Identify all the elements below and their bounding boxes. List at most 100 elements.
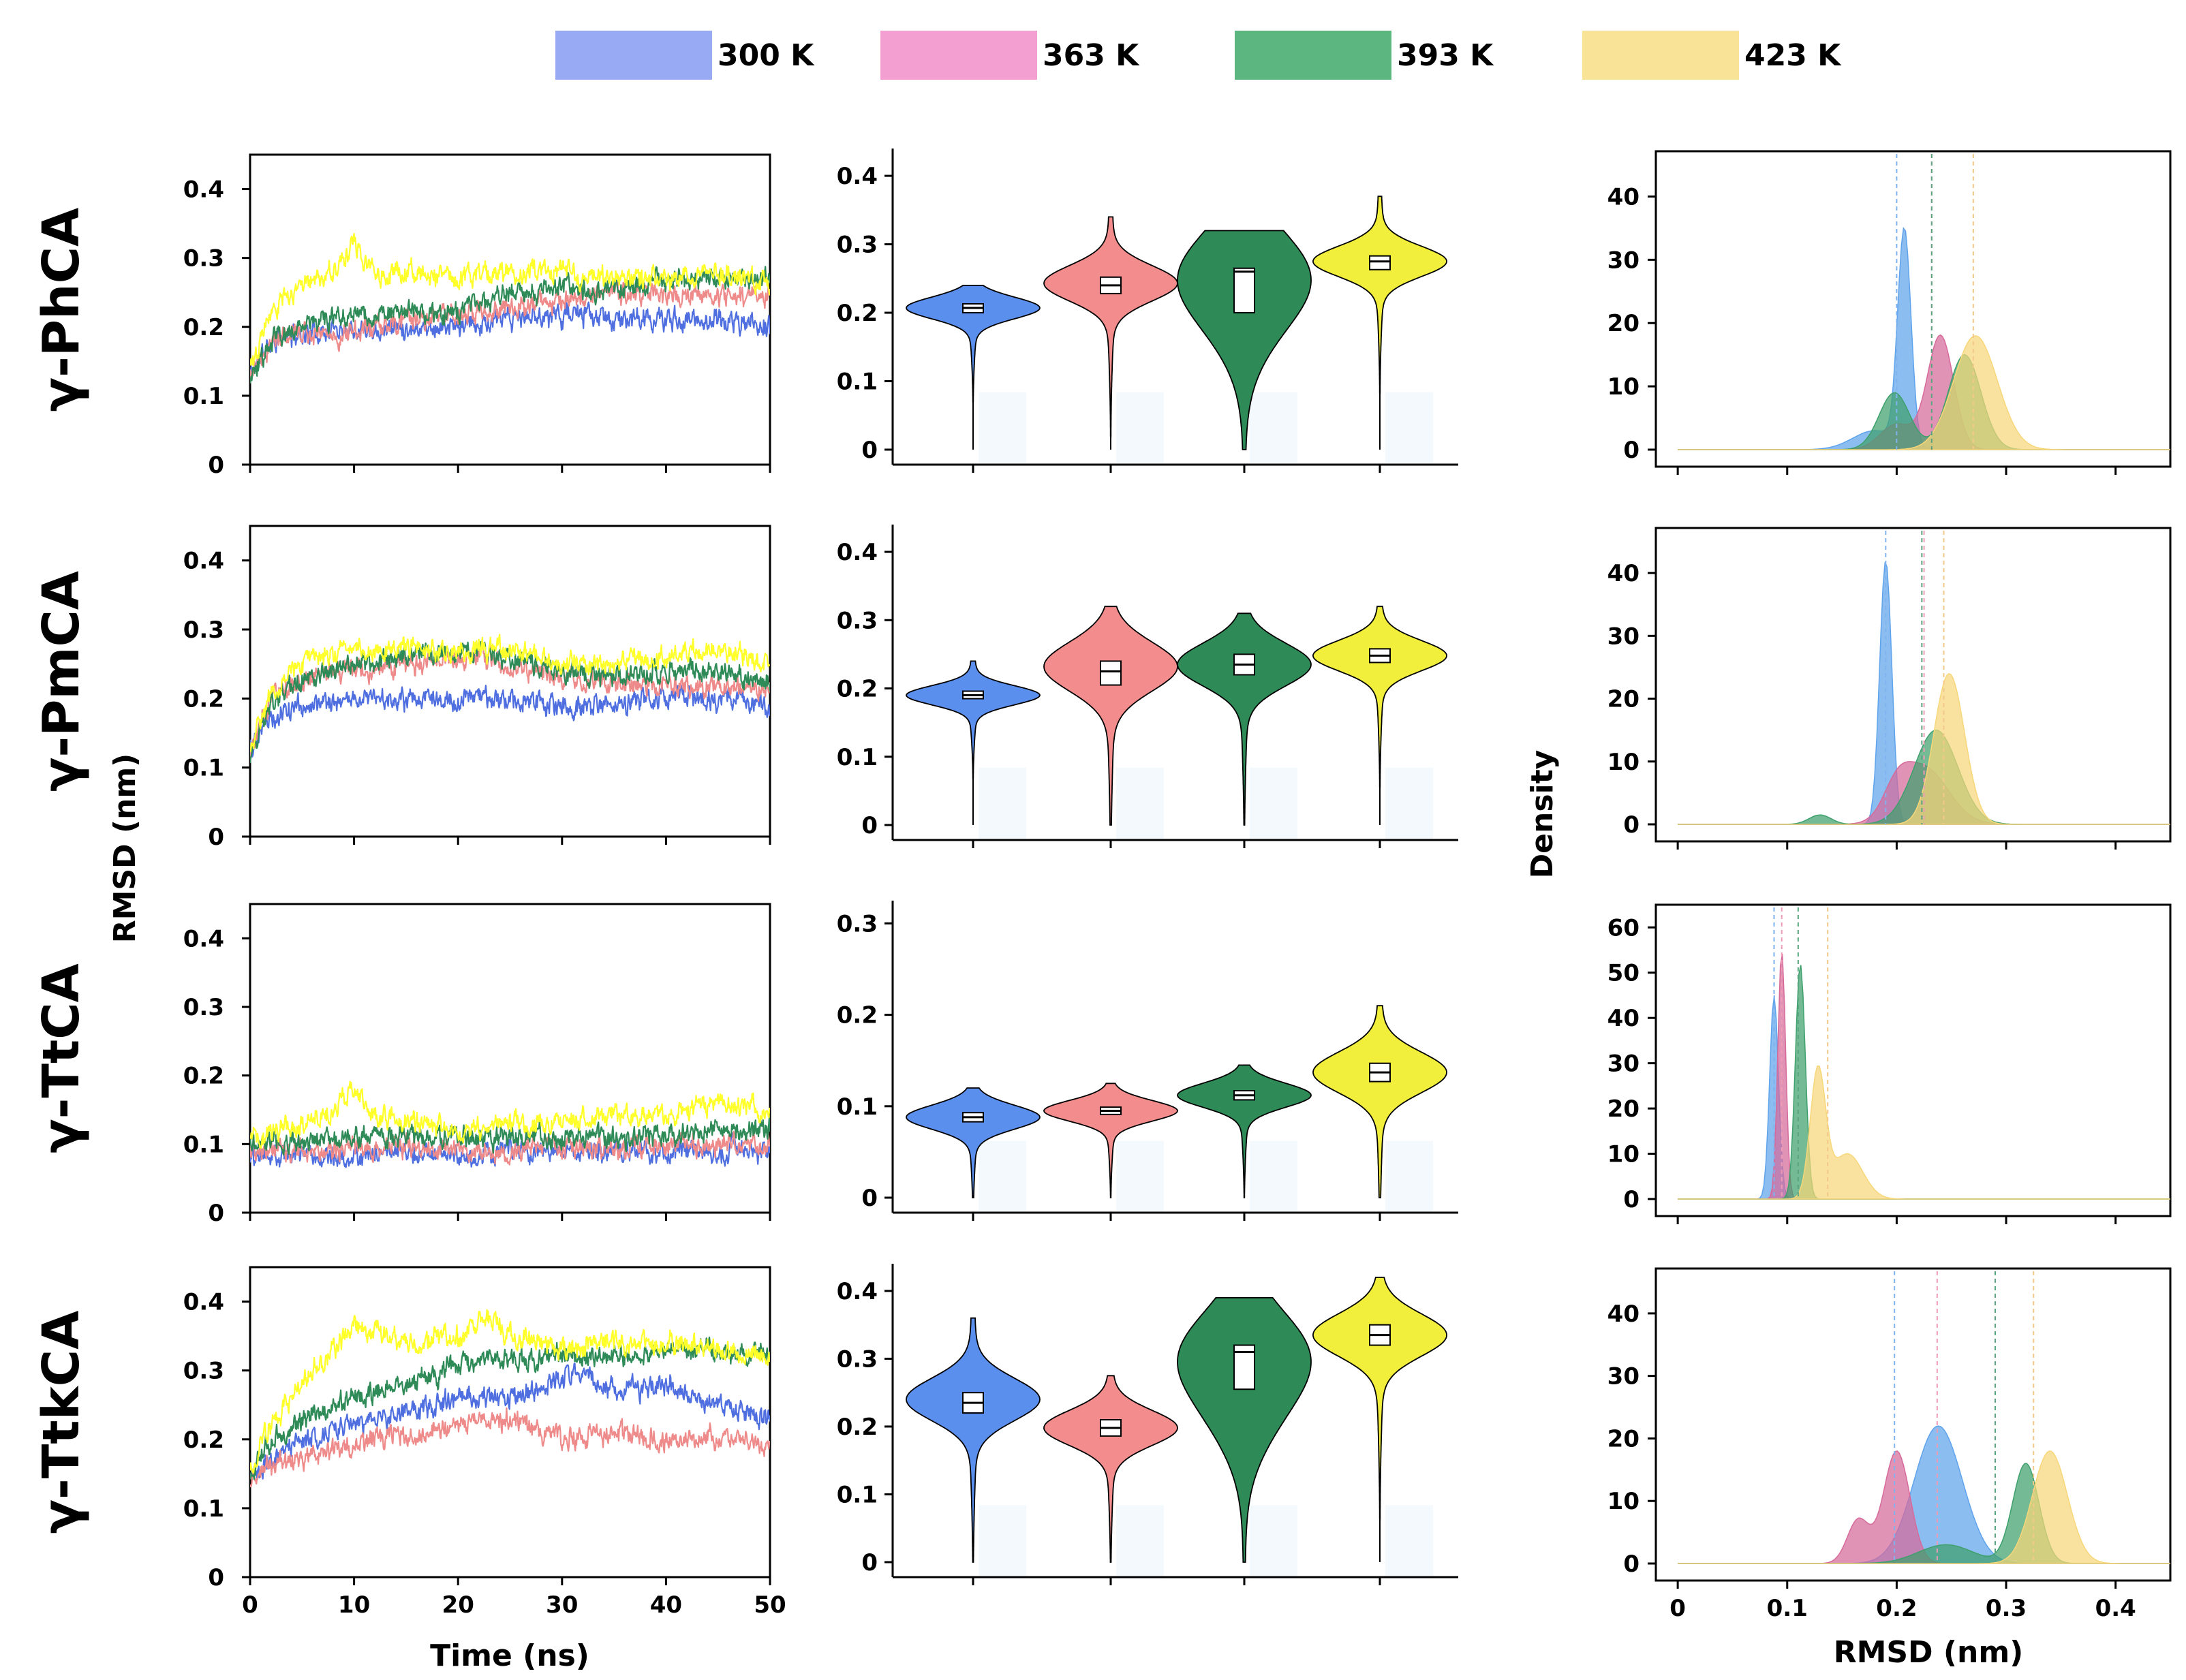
violin-ytick-label: 0.4 xyxy=(837,1278,878,1305)
violin-shadow xyxy=(979,392,1026,463)
density-area-363-k xyxy=(1678,334,2170,450)
violin-body xyxy=(1312,1277,1447,1521)
violin-shadow xyxy=(1385,1140,1433,1211)
violin-393-k xyxy=(1177,1297,1312,1576)
violin-body xyxy=(1043,1375,1178,1563)
density-area-393-k xyxy=(1678,965,2170,1200)
density-ytick-label: 0 xyxy=(1623,811,1640,839)
violin-ytick-label: 0 xyxy=(861,1185,878,1212)
density-ytick-label: 10 xyxy=(1607,749,1640,776)
density-ytick-label: 30 xyxy=(1607,1363,1640,1390)
violin-body xyxy=(1177,1297,1312,1563)
density-area-423-k xyxy=(1678,1065,2170,1200)
density-ytick-label: 10 xyxy=(1607,373,1640,401)
density-ytick-label: 60 xyxy=(1607,914,1640,942)
density-ytick-label: 50 xyxy=(1607,960,1640,987)
violin-shadow xyxy=(1385,1505,1433,1576)
violin-shadow xyxy=(1116,767,1164,839)
ts-series-363-k xyxy=(250,1130,770,1166)
density-xtick-label: 0 xyxy=(1669,1595,1686,1622)
ts-series-300-k xyxy=(250,1131,770,1168)
row-label-ttca: γ-TtCA xyxy=(32,963,91,1153)
violin-ytick-label: 0.1 xyxy=(837,1093,878,1121)
violin-393-k xyxy=(1177,1064,1312,1211)
density-area-423-k xyxy=(1678,335,2170,450)
density-ytick-label: 40 xyxy=(1607,183,1640,211)
density-ytick-label: 10 xyxy=(1607,1141,1640,1168)
ts-series-300-k xyxy=(250,684,770,758)
rmsd-y-axis-label: RMSD (nm) xyxy=(108,753,142,944)
violin-363-k xyxy=(1043,1083,1178,1211)
violin-ytick-label: 0 xyxy=(861,812,878,839)
ts-ytick-label: 0.2 xyxy=(183,685,224,713)
density-ytick-label: 20 xyxy=(1607,1095,1640,1123)
density-ytick-label: 40 xyxy=(1607,1005,1640,1032)
violin-ytick-label: 0.2 xyxy=(837,676,878,703)
violin-panel-pmca: 0 0.1 0.2 0.3 0.4 xyxy=(837,525,1458,848)
violin-ytick-label: 0.2 xyxy=(837,300,878,327)
legend-label-363-k: 363 K xyxy=(1043,38,1140,73)
violin-393-k xyxy=(1177,230,1312,463)
ts-ytick-label: 0 xyxy=(208,1200,224,1227)
violin-shadow xyxy=(1116,392,1164,463)
violin-panel-ttca: 0 0.1 0.2 0.3 xyxy=(837,901,1458,1221)
density-area-363-k xyxy=(1678,954,2170,1200)
violin-shadow xyxy=(1250,1505,1297,1576)
violin-ytick-label: 0.1 xyxy=(837,369,878,396)
density-y-axis-label: Density xyxy=(1525,750,1560,879)
row-label-phca: γ-PhCA xyxy=(32,208,91,412)
violin-423-k xyxy=(1312,196,1447,463)
violin-ytick-label: 0.1 xyxy=(837,1481,878,1508)
legend: 300 K 363 K 393 K 423 K xyxy=(555,31,1842,80)
violin-ytick-label: 0.2 xyxy=(837,1002,878,1029)
violin-panel-phca: 0 0.1 0.2 0.3 0.4 xyxy=(837,149,1458,473)
ts-ytick-label: 0 xyxy=(208,452,224,479)
violin-ytick-label: 0 xyxy=(861,1549,878,1576)
legend-label-300-k: 300 K xyxy=(718,38,815,73)
density-ytick-label: 0 xyxy=(1623,1186,1640,1213)
ts-series-300-k xyxy=(250,1362,770,1480)
ts-lines xyxy=(250,634,770,764)
violin-ytick-label: 0.2 xyxy=(837,1414,878,1441)
density-xtick-label: 0.4 xyxy=(2095,1595,2136,1622)
ts-ytick-label: 0.1 xyxy=(183,755,224,782)
density-area-300-k xyxy=(1678,1425,2170,1564)
violin-ytick-label: 0.3 xyxy=(837,1345,878,1373)
row-labels: γ-PhCA γ-PmCA γ-TtCA γ-TtkCA xyxy=(32,208,91,1534)
violin-ytick-label: 0.4 xyxy=(837,163,878,190)
violin-ytick-label: 0.3 xyxy=(837,232,878,259)
density-ytick-label: 20 xyxy=(1607,686,1640,713)
violin-ytick-label: 0.3 xyxy=(837,910,878,937)
density-areas xyxy=(1678,154,2170,450)
density-xtick-label: 0.1 xyxy=(1767,1595,1808,1622)
violin-423-k xyxy=(1312,1005,1447,1211)
violin-body xyxy=(1043,216,1178,439)
density-frame xyxy=(1654,527,2172,843)
ts-ytick-label: 0.4 xyxy=(183,548,224,575)
density-ytick-label: 30 xyxy=(1607,623,1640,650)
violin-shadow xyxy=(979,1505,1026,1576)
ts-ytick-label: 0.3 xyxy=(183,1358,224,1385)
ts-ytick-label: 0 xyxy=(208,1564,224,1591)
violin-shadow xyxy=(1250,392,1297,463)
density-xtick-label: 0.2 xyxy=(1876,1595,1917,1622)
ts-series-423-k xyxy=(250,1309,770,1474)
ts-xtick-label: 20 xyxy=(442,1591,474,1619)
violin-ytick-label: 0.1 xyxy=(837,744,878,771)
violin-393-k xyxy=(1177,612,1312,839)
ts-ytick-label: 0.1 xyxy=(183,383,224,410)
violin-panels: 0 0.1 0.2 0.3 0.4 0 0.1 0.2 0.3 0.4 0 0.1 0.2 0.3 0 0.1… xyxy=(837,149,1458,1585)
axis-titles: RMSD (nm) Time (ns) Density RMSD (nm) xyxy=(108,750,2023,1673)
violin-body xyxy=(1177,1064,1312,1198)
ts-panel-ttkca: 0 0.1 0.2 0.3 0.4 0 10 20 30 40 50 xyxy=(183,1266,786,1619)
ts-ytick-label: 0.3 xyxy=(183,245,224,273)
violin-300-k xyxy=(906,1317,1041,1576)
density-ytick-label: 20 xyxy=(1607,310,1640,337)
ts-series-423-k xyxy=(250,634,770,752)
ts-ytick-label: 0.4 xyxy=(183,1289,224,1316)
ts-frame xyxy=(249,525,771,838)
density-frame xyxy=(1654,150,2172,468)
ts-series-423-k xyxy=(250,1080,770,1149)
ts-ytick-label: 0 xyxy=(208,824,224,851)
ts-ytick-label: 0.2 xyxy=(183,314,224,341)
